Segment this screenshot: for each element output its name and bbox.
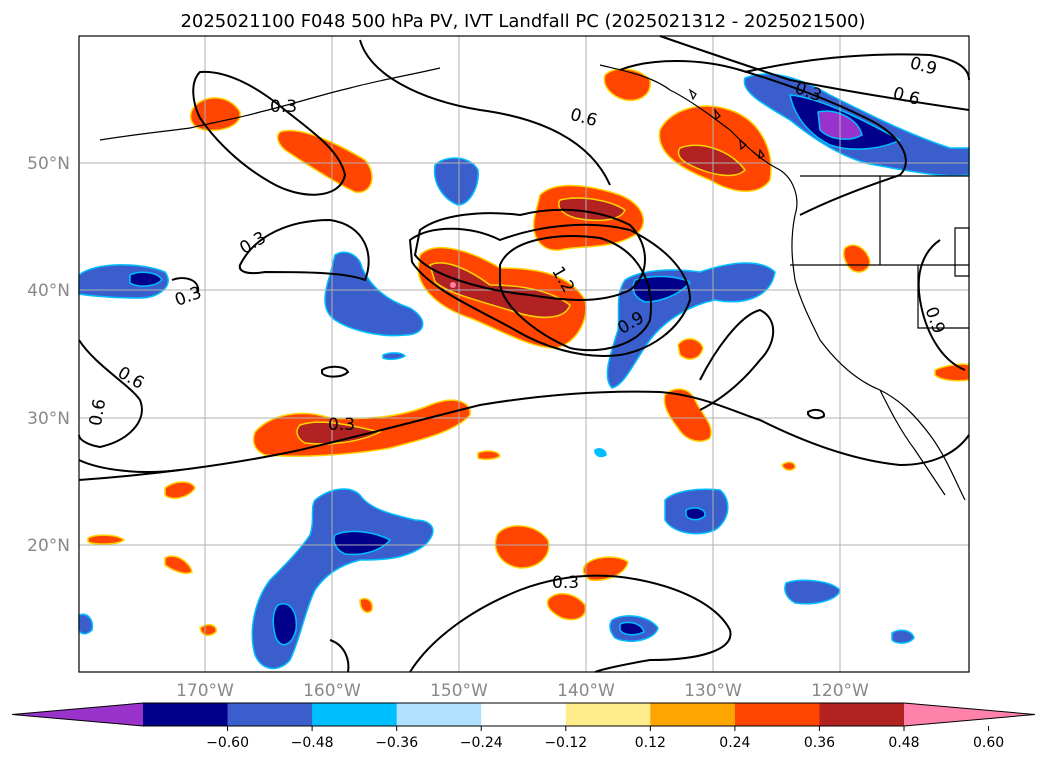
contour-0.3-lower-west [78,459,181,473]
lon-label-120w: 120°W [811,681,869,701]
contour-0.6-upper [359,39,611,186]
lon-labels: 170°W 160°W 150°W 140°W 130°W 120°W [176,681,869,701]
pv-pos-aleutian [276,129,373,193]
map-title: 2025021100 F048 500 hPa PV, IVT Landfall… [180,11,865,32]
map-panel: 0.3 0.3 0.3 0.3 0.6 0.6 0.6 0.9 0.9 1.2 … [78,35,970,673]
pv-pos-small-c [87,534,126,545]
colorbar-tick-label: 0.24 [719,735,750,751]
contour-0.3-south [409,574,732,673]
lat-label-20n: 20°N [27,536,70,556]
pv-neg-east-sub-core [685,507,706,521]
colorbar-segment [650,703,736,726]
lat-label-30n: 30°N [27,409,70,429]
colorbar-segment [481,703,567,726]
colorbar-segment [396,703,482,726]
contour-label: 0.6 [86,397,110,427]
coast-alaska-peninsula [599,64,798,216]
lon-label-130w: 130°W [684,681,742,701]
pv-pos-small-b [164,481,196,499]
contour-small-b [807,408,826,420]
contour-0.6-right [659,35,970,111]
colorbar-tick-label: −0.60 [206,735,249,751]
contour-0.3-bc [619,60,907,216]
pc-contours [78,35,970,673]
pv-neg-hawaii-core-b [272,603,298,646]
contour-label: 0.3 [328,415,355,435]
colorbar-segment [565,703,651,726]
contour-0.3-west [192,70,347,196]
pv-pos-small-h [546,593,587,621]
colorbar-tick-label: −0.24 [460,735,503,751]
colorbar-segment [227,703,313,726]
colorbar-segment [143,703,229,726]
colorbar-outline [11,702,1036,727]
pv-neg-small-y [594,448,607,458]
contour-0.3-east [699,308,775,411]
pv-pos-small-i [359,597,374,613]
pv-pos-small-d [164,555,193,575]
contour-1.2-ring [499,235,652,352]
pv-pos-small-l [781,461,796,471]
lon-label-160w: 160°W [303,681,361,701]
pv-pos-small-a [677,338,704,360]
contour-0.3-west-b [171,277,200,293]
lon-label-150w: 150°W [430,681,488,701]
pv-pos-small-f [494,525,550,569]
pv-neg-south-c [891,629,915,644]
colorbar-tick-label: −0.36 [375,735,418,751]
pv-neg-west-core [129,271,163,287]
lon-label-170w: 170°W [176,681,234,701]
pv-neg-hawaii-core [333,530,392,556]
pv-pos-alaska-panhandle [603,68,651,102]
lat-labels: 50°N 40°N 30°N 20°N [27,154,70,556]
pv-neg-small-x [382,352,407,361]
colorbar-tick-label: 0.60 [973,735,1004,751]
colorbar-extend-high [904,703,1035,726]
colorbar-segment [819,703,905,726]
map-border [78,35,970,673]
contour-0.3-mid [238,218,370,282]
colorbar-tick-label: 0.48 [888,735,919,751]
pv-pos-small-e [477,450,501,461]
colorbar-segment [312,703,398,726]
pv-neg-west-edge-b [78,613,94,635]
coast-baja [879,389,946,496]
pv-pos-ne-pacific-sub [663,388,712,442]
colorbar-tick-label: 0.36 [804,735,835,751]
contour-label: 0.3 [270,97,297,117]
contour-0.9-top [744,53,970,81]
islands-bc [688,88,765,159]
pv-pos-peak [450,282,456,288]
pv-positive-regions [87,68,970,637]
contour-small-a [321,365,350,378]
coast-aleutians [99,67,441,141]
colorbar: −0.60 −0.48 −0.36 −0.24 −0.12 0.12 0.24 0.36 0.4… [11,702,1036,751]
colorbar-tick-label: −0.48 [291,735,334,751]
lat-label-50n: 50°N [27,154,70,174]
contour-0.3-subtropic [78,390,970,481]
pv-neg-south-a [784,579,841,605]
pv-neg-hawaii-plume [251,488,434,670]
coast-west-us [791,214,966,501]
pv-pos-small-j [199,624,217,637]
contour-0.6-east [917,239,966,371]
colorbar-segment [734,703,820,726]
contour-0.6-left [78,339,143,449]
contour-label: 0.3 [552,573,579,593]
colorbar-tick-label: 0.12 [635,735,666,751]
pv-neg-south-b-core [619,621,645,636]
colorbar-tick-label: −0.12 [544,735,587,751]
pv-neg-gulf-spot [433,157,479,206]
lon-label-140w: 140°W [557,681,615,701]
contour-0.9-ring [413,208,646,301]
contour-0.9-ridge [408,223,692,357]
lat-label-40n: 40°N [27,281,70,301]
pv-pos-bc-core [677,144,746,177]
colorbar-extend-low [12,703,143,726]
pv-neg-mid-north [324,251,424,337]
contour-small-c [329,639,350,673]
